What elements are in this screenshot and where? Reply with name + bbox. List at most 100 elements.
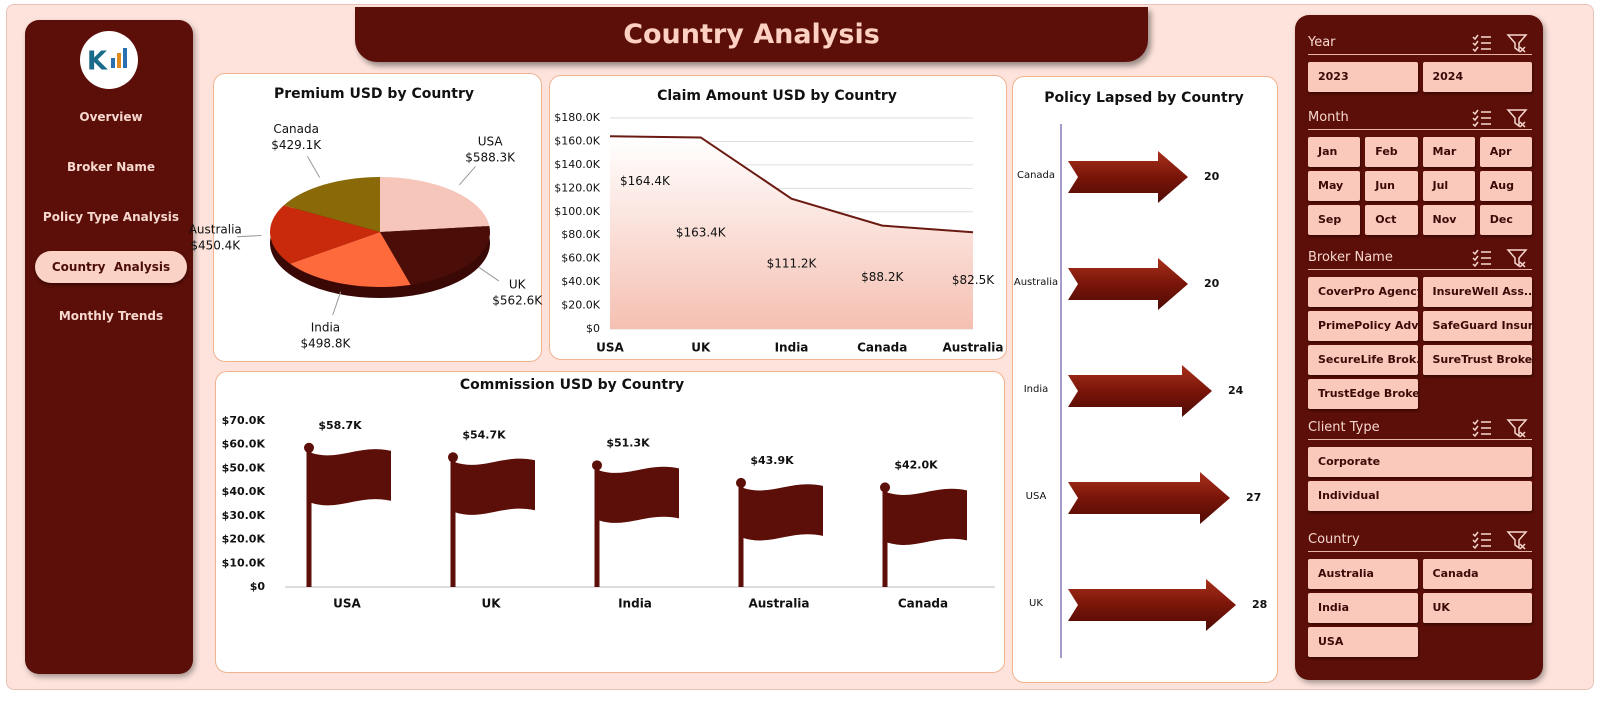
y-tick-label: $20.0K [561, 299, 600, 312]
slicer-button[interactable]: Canada [1422, 559, 1532, 589]
y-tick-label: $30.0K [222, 509, 266, 522]
slicer-button[interactable]: Jul [1422, 171, 1475, 201]
slicer-button[interactable]: Corporate [1308, 447, 1532, 477]
slicer-divider [1308, 129, 1532, 130]
y-tick-label: $0 [586, 322, 600, 335]
slicer-button[interactable]: Jan [1308, 137, 1361, 167]
y-tick-label: USA [1026, 491, 1047, 502]
y-tick-label: Canada [1017, 170, 1055, 181]
slicer-button[interactable]: May [1308, 171, 1361, 201]
slicer-button[interactable]: Australia [1308, 559, 1418, 589]
nav-item[interactable]: Monthly Trends [58, 309, 164, 323]
nav-item[interactable]: Overview [79, 110, 143, 124]
slicer-button[interactable]: Aug [1479, 171, 1532, 201]
data-label: $88.2K [861, 270, 904, 284]
slicer-button[interactable]: 2024 [1422, 62, 1532, 92]
data-label: $163.4K [676, 226, 727, 240]
pie-slice [380, 226, 490, 285]
pie-slice [270, 205, 380, 264]
pie-slice [283, 176, 380, 232]
flag-cloth [743, 484, 823, 541]
flag-cloth [311, 449, 391, 506]
slicer-icons[interactable] [1470, 32, 1530, 54]
y-tick-label: $80.0K [561, 228, 600, 241]
slicer-button[interactable]: CoverPro Agency [1308, 277, 1418, 307]
nav-item-selected[interactable]: Country Analysis [35, 251, 187, 283]
y-tick-label: $160.0K [554, 134, 600, 147]
leader-line [237, 234, 262, 238]
slicer-icons[interactable] [1470, 529, 1530, 551]
data-label: $588.3K [465, 151, 516, 165]
page-title: Country Analysis [355, 7, 1148, 62]
x-tick-label: UK [481, 597, 501, 611]
slicer-button[interactable]: SureTrust Brokers [1422, 345, 1532, 375]
slicer-button[interactable]: Individual [1308, 481, 1532, 511]
y-tick-label: $10.0K [222, 556, 266, 569]
x-tick-label: India [618, 597, 652, 611]
data-label: $450.4K [190, 239, 241, 253]
slicer-title: Month [1308, 110, 1349, 125]
pie-slice [380, 177, 490, 232]
slicer-title: Country [1308, 532, 1360, 547]
nav-sidebar: K [25, 20, 193, 674]
slicer-button[interactable]: Sep [1308, 205, 1361, 235]
data-label: $54.7K [462, 428, 506, 441]
data-label: $82.5K [952, 273, 995, 287]
slicer-button[interactable]: Jun [1365, 171, 1418, 201]
y-tick-label: $70.0K [222, 414, 266, 427]
y-tick-label: UK [1029, 598, 1043, 609]
slicer-button[interactable]: Mar [1422, 137, 1475, 167]
data-label: 27 [1246, 491, 1261, 504]
slicer-button[interactable]: SafeGuard Insur... [1422, 311, 1532, 341]
x-tick-label: USA [596, 341, 624, 355]
area-line [609, 135, 974, 234]
slicer-icons[interactable] [1470, 417, 1530, 439]
area-fill [610, 136, 973, 329]
slicer-button[interactable]: PrimePolicy Adv... [1308, 311, 1418, 341]
arrow-bar [1068, 365, 1212, 417]
slicer-button[interactable]: InsureWell Ass... [1422, 277, 1532, 307]
slicer-button[interactable]: Nov [1422, 205, 1475, 235]
data-label-category: USA [478, 135, 504, 149]
y-tick-label: $180.0K [554, 111, 600, 124]
flag-cloth [599, 466, 679, 523]
y-tick-label: $50.0K [222, 461, 266, 474]
y-tick-label: Australia [1014, 277, 1058, 288]
slicer-button[interactable]: SecureLife Brok... [1308, 345, 1418, 375]
slicer-icons[interactable] [1470, 247, 1530, 269]
data-label: 24 [1228, 384, 1244, 397]
data-label-category: Australia [189, 223, 242, 237]
y-tick-label: $40.0K [222, 485, 266, 498]
flag-cloth [887, 488, 967, 545]
slicer-title: Year [1308, 35, 1336, 50]
y-tick-label: $40.0K [561, 275, 600, 288]
slicer-button[interactable]: Oct [1365, 205, 1418, 235]
slicer-button[interactable]: TrustEdge Brokers [1308, 379, 1418, 409]
x-tick-label: Canada [898, 597, 948, 611]
slicer-button[interactable]: India [1308, 593, 1418, 623]
slicer-divider [1308, 269, 1532, 270]
data-label: $51.3K [606, 436, 650, 449]
slicer-icons[interactable] [1470, 107, 1530, 129]
chart-title: Policy Lapsed by Country [1044, 90, 1243, 106]
data-label-category: UK [509, 278, 527, 292]
data-label-category: Canada [273, 122, 319, 136]
data-label: $42.0K [894, 458, 938, 471]
svg-text:K: K [87, 47, 108, 77]
y-tick-label: $120.0K [554, 181, 600, 194]
slicer-button[interactable]: Apr [1479, 137, 1532, 167]
x-tick-label: USA [333, 597, 361, 611]
nav-item[interactable]: Broker Name [67, 160, 155, 174]
chart-title: Commission USD by Country [460, 377, 684, 393]
flag-cloth [455, 458, 535, 515]
slicer-divider [1308, 551, 1532, 552]
slicer-button[interactable]: Dec [1479, 205, 1532, 235]
slicer-button[interactable]: USA [1308, 627, 1418, 657]
slicer-button[interactable]: Feb [1365, 137, 1418, 167]
slicer-button[interactable]: 2023 [1308, 62, 1418, 92]
slicer-button[interactable]: UK [1422, 593, 1532, 623]
nav-item[interactable]: Policy Type Analysis [42, 210, 180, 224]
data-label: 28 [1252, 598, 1267, 611]
y-tick-label: $60.0K [222, 438, 266, 451]
